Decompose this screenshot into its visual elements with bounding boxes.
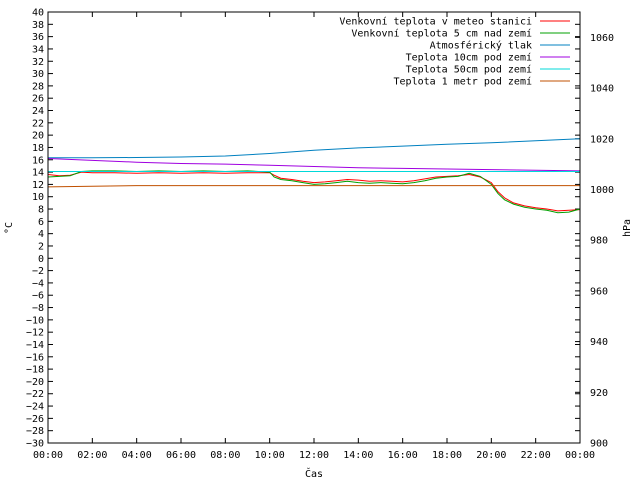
y-tick-label: −4 <box>32 278 44 289</box>
y-tick-label: −20 <box>26 377 44 388</box>
y-tick-label: 0 <box>38 254 44 265</box>
left-axis-ticks: 4038363432302826242220181614121086420−2−… <box>26 8 580 450</box>
x-tick-label: 04:00 <box>122 450 152 461</box>
y-tick-label: 30 <box>32 69 44 80</box>
y-tick-label: 18 <box>32 143 44 154</box>
legend-label: Teplota 1 metr pod zemí <box>394 76 532 88</box>
series-line-3 <box>47 158 581 172</box>
y2-tick-label: 960 <box>590 286 608 297</box>
y-tick-label: 26 <box>32 94 44 105</box>
y-axis-label: °C <box>4 222 15 234</box>
y2-tick-label: 1020 <box>590 134 614 145</box>
y-tick-label: 10 <box>32 192 44 203</box>
y-tick-label: 34 <box>32 44 44 55</box>
series-lines <box>47 138 581 214</box>
y-tick-label: −22 <box>26 389 44 400</box>
x-tick-label: 02:00 <box>77 450 107 461</box>
series-line-5 <box>47 185 580 188</box>
plot-frame <box>47 11 581 444</box>
y-tick-label: −8 <box>32 303 44 314</box>
y-tick-label: 20 <box>32 131 44 142</box>
y2-tick-label: 900 <box>590 439 608 450</box>
y-tick-label: 16 <box>32 155 44 166</box>
y-tick-label: 6 <box>38 217 44 228</box>
legend-label: Venkovní teplota v meteo stanici <box>339 16 532 28</box>
y-tick-label: −10 <box>26 315 44 326</box>
y-tick-label: −26 <box>26 414 44 425</box>
y-tick-label: 8 <box>38 205 44 216</box>
y-tick-label: 32 <box>32 57 44 68</box>
y2-tick-label: 980 <box>590 236 608 247</box>
y-tick-label: −16 <box>26 352 44 363</box>
y-tick-label: 22 <box>32 118 44 129</box>
y-tick-label: 40 <box>32 8 44 19</box>
x-tick-label: 06:00 <box>166 450 196 461</box>
y2-tick-label: 1000 <box>590 185 614 196</box>
y-tick-label: −12 <box>26 328 44 339</box>
y-tick-label: −24 <box>26 402 44 413</box>
y-tick-label: 12 <box>32 180 44 191</box>
x-tick-label: 16:00 <box>388 450 418 461</box>
legend: Venkovní teplota v meteo staniciVenkovní… <box>339 16 570 88</box>
series-line-2 <box>48 138 581 159</box>
legend-label: Venkovní teplota 5 cm nad zemí <box>351 28 532 40</box>
y-tick-label: 38 <box>32 20 44 31</box>
x-tick-label: 00:00 <box>565 450 595 461</box>
right-axis-ticks: 1060 1040 1020 1000 980 960 940 920 900 <box>575 33 614 450</box>
series-line-0 <box>47 171 581 212</box>
x-tick-label: 18:00 <box>432 450 462 461</box>
x-tick-label: 08:00 <box>210 450 240 461</box>
y-tick-label: −2 <box>32 266 44 277</box>
x-tick-label: 20:00 <box>476 450 506 461</box>
x-tick-label: 14:00 <box>343 450 373 461</box>
y-tick-label: 36 <box>32 32 44 43</box>
legend-label: Teplota 50cm pod zemí <box>406 64 532 76</box>
y-tick-label: 24 <box>32 106 44 117</box>
y2-axis-label: hPa <box>622 219 633 237</box>
y-tick-label: −6 <box>32 291 44 302</box>
y2-tick-label: 920 <box>590 388 608 399</box>
y-tick-label: −28 <box>26 426 44 437</box>
x-tick-label: 22:00 <box>521 450 551 461</box>
legend-label: Atmosférický tlak <box>430 40 532 52</box>
x-tick-label: 10:00 <box>255 450 285 461</box>
y-tick-label: 2 <box>38 241 44 252</box>
x-tick-label: 00:00 <box>33 450 63 461</box>
series-line-1 <box>47 170 581 214</box>
y-tick-label: 4 <box>38 229 44 240</box>
x-axis-ticks: 00:00 02:00 04:00 06:00 08:00 10:00 12:00 14:00… <box>33 12 595 461</box>
y-tick-label: −14 <box>26 340 44 351</box>
y-tick-label: 14 <box>32 168 44 179</box>
x-tick-label: 12:00 <box>299 450 329 461</box>
x-axis-label: Čas <box>305 467 323 480</box>
y-tick-label: −18 <box>26 365 44 376</box>
y-tick-label: 28 <box>32 81 44 92</box>
y2-tick-label: 1060 <box>590 33 614 44</box>
y2-tick-label: 940 <box>590 337 608 348</box>
y-tick-label: −30 <box>26 439 44 450</box>
y2-tick-label: 1040 <box>590 84 614 95</box>
legend-label: Teplota 10cm pod zemí <box>406 52 532 64</box>
